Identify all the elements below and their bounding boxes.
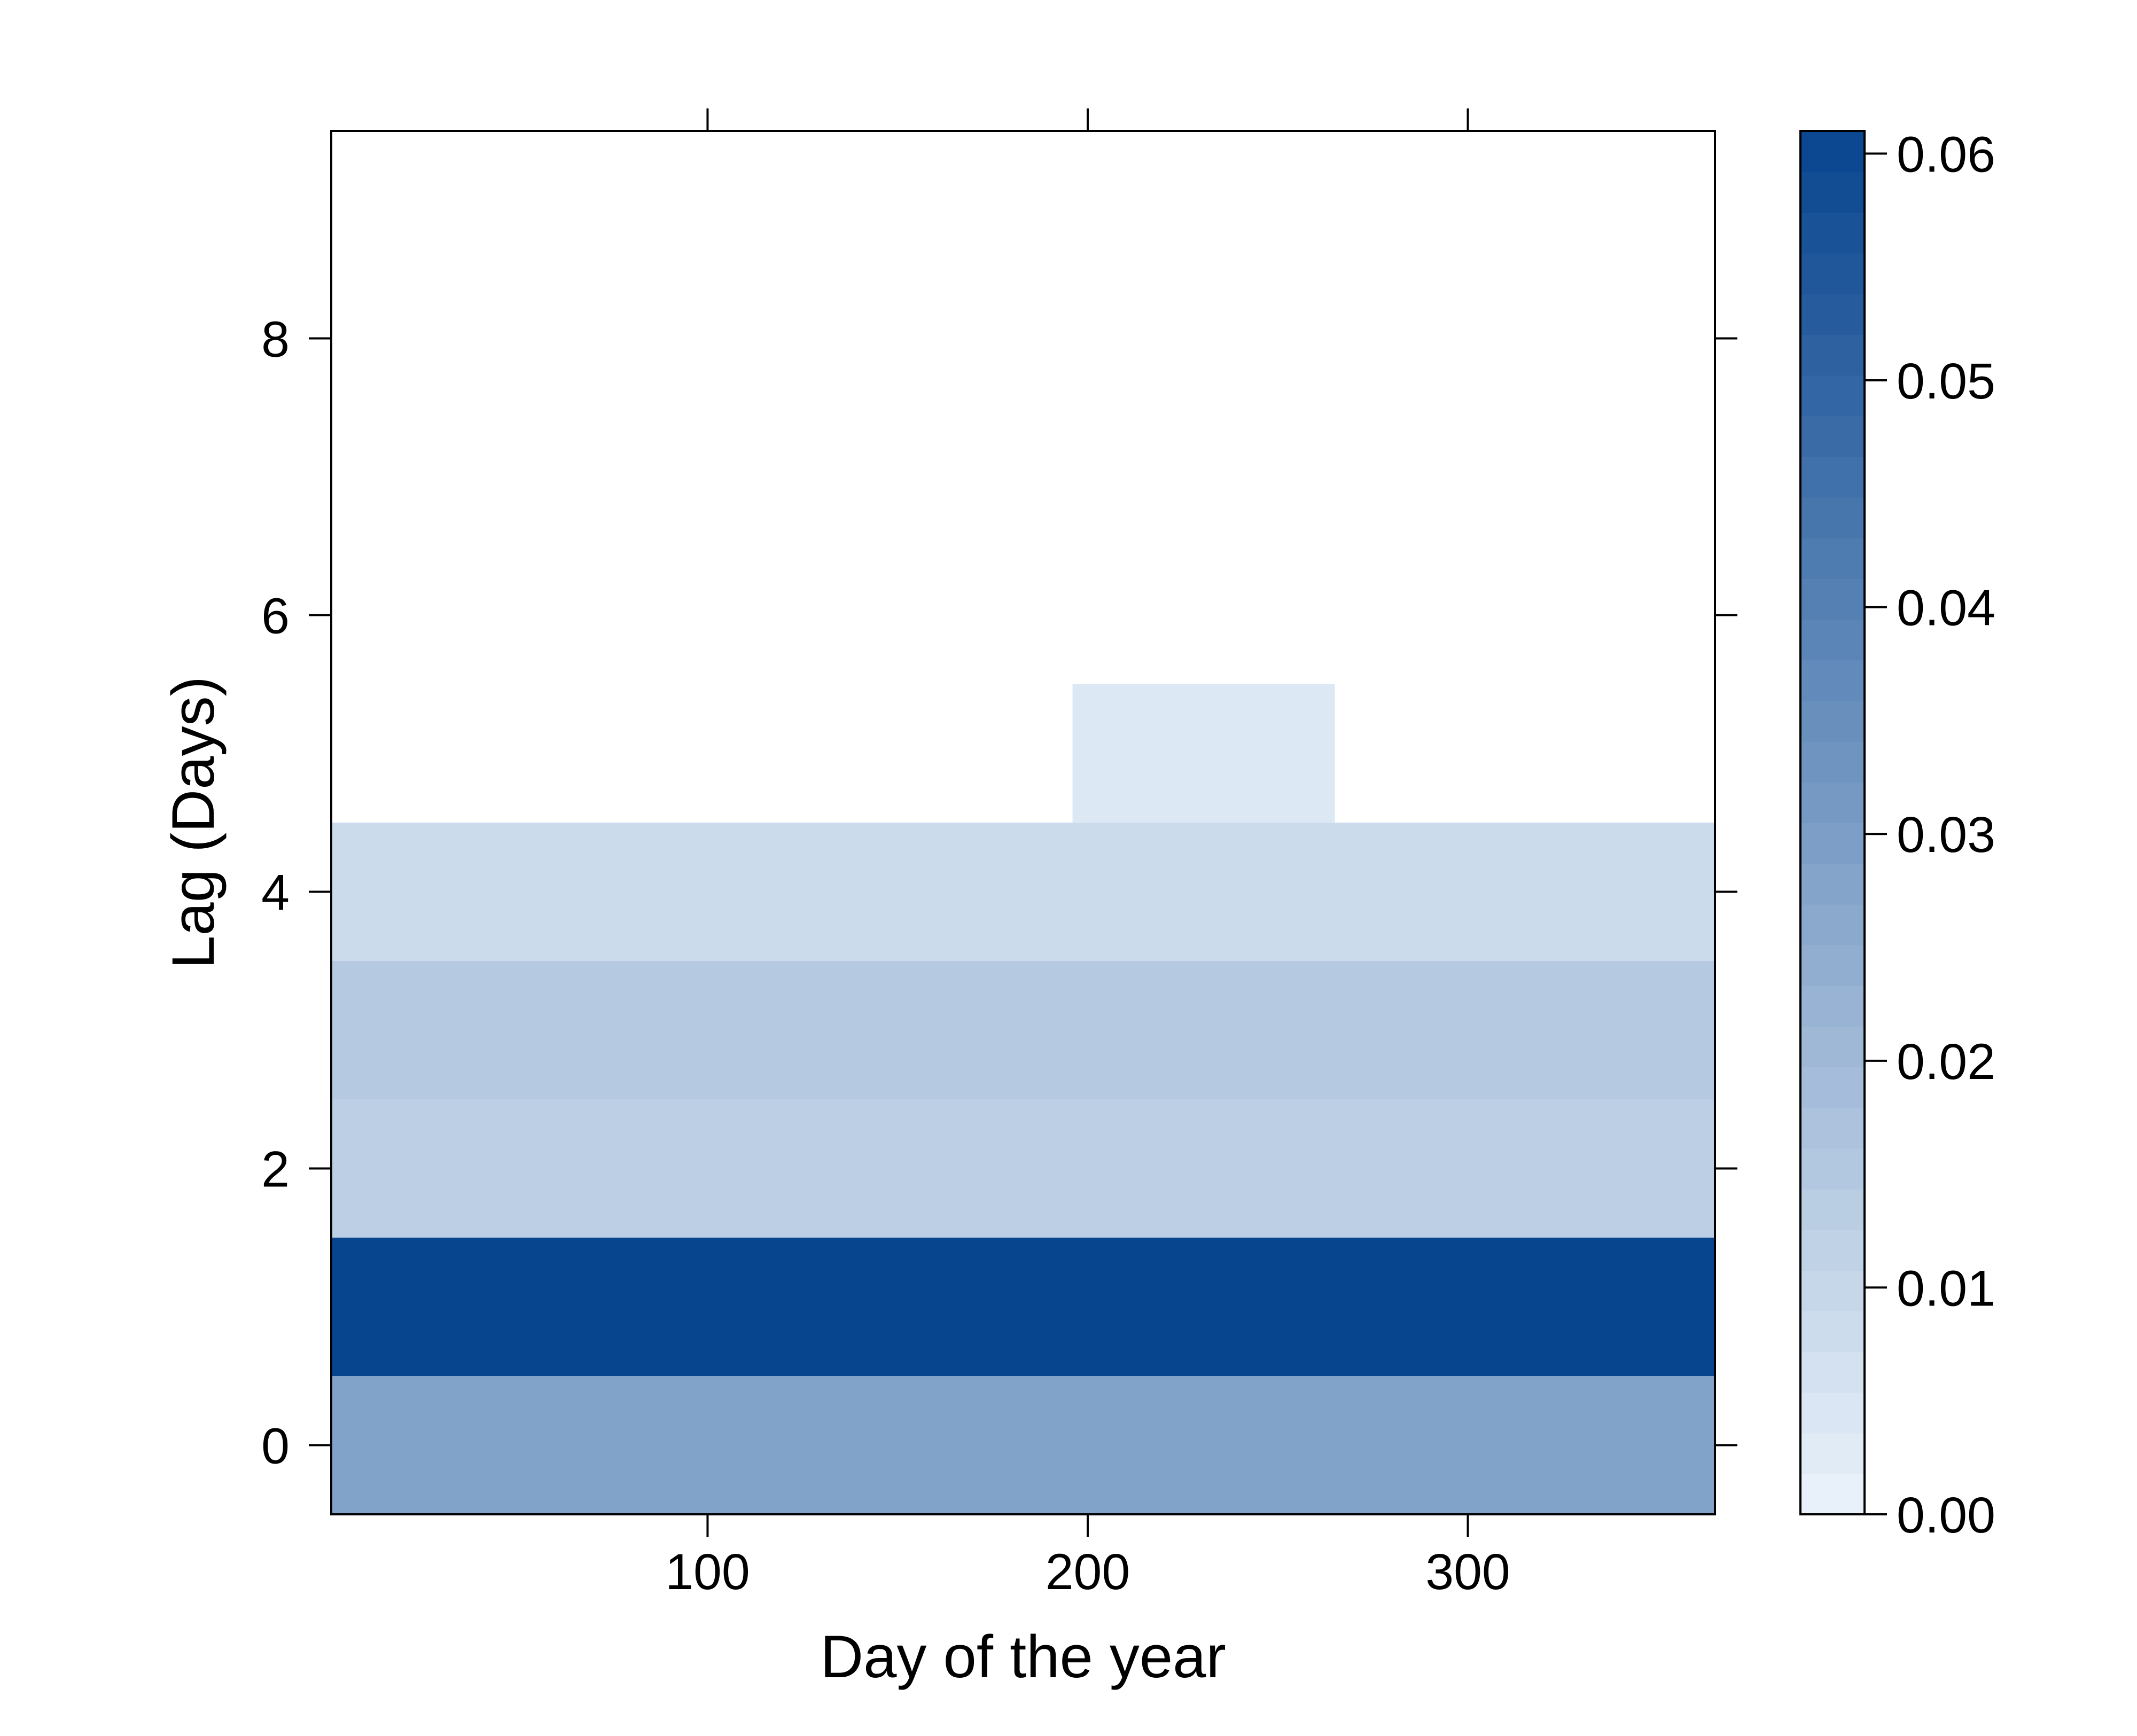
colorbar-band [1800,741,1865,783]
colorbar-band [1800,375,1865,417]
colorbar-band [1800,334,1865,376]
colorbar-band [1800,1351,1865,1393]
colorbar-band [1800,497,1865,538]
x-axis-bottom: 100 200 300 [665,1514,1510,1600]
colorbar-band [1800,416,1865,457]
colorbar-tick-label: 0.02 [1897,1034,1995,1090]
x-axis-title: Day of the year [820,1623,1226,1690]
colorbar-band [1800,1148,1865,1190]
colorbar-band [1800,1067,1865,1108]
colorbar-band [1800,253,1865,294]
colorbar-band [1800,781,1865,823]
colorbar-band [1800,823,1865,864]
colorbar-band [1800,985,1865,1027]
heatmap-cell-lag-5 [1072,684,1335,823]
colorbar-band [1800,293,1865,335]
x-tick-label: 200 [1046,1544,1130,1600]
colorbar-band [1800,944,1865,986]
colorbar-band [1800,171,1865,213]
y-axis-right [1715,337,1737,1446]
y-axis-left: 0 2 4 6 8 [261,311,331,1475]
colorbar-tick-label: 0.05 [1897,353,1995,410]
colorbar-band [1800,660,1865,701]
colorbar-band [1800,1433,1865,1474]
heatmap-cell-lag-1 [331,1238,1715,1376]
colorbar-band [1800,578,1865,620]
colorbar-band [1800,1392,1865,1434]
colorbar-bands [1800,131,1865,1515]
colorbar-frame [1799,130,1866,1515]
plot-panel-frame [330,130,1716,1515]
colorbar-band [1800,1188,1865,1230]
heatmap-cell-lag-3 [331,961,1715,1099]
colorbar-legend: 0.00 0.01 0.02 0.03 0.04 0.05 0.06 [1799,126,1995,1544]
colorbar-band [1800,1311,1865,1352]
colorbar-band [1800,1107,1865,1149]
colorbar-band [1800,456,1865,498]
colorbar-band [1800,212,1865,254]
y-tick-label: 0 [261,1418,290,1475]
x-axis-top [706,108,1469,131]
colorbar-ticks: 0.00 0.01 0.02 0.03 0.04 0.05 0.06 [1865,126,1995,1544]
colorbar-band [1800,904,1865,945]
colorbar-tick-label: 0.04 [1897,580,1995,637]
y-tick-label: 4 [261,865,290,921]
colorbar-band [1800,619,1865,661]
colorbar-tick-label: 0.03 [1897,807,1995,863]
x-tick-label: 100 [665,1544,750,1600]
y-tick-label: 6 [261,588,290,645]
colorbar-band [1800,1229,1865,1271]
x-tick-label: 300 [1425,1544,1510,1600]
colorbar-band [1800,1270,1865,1312]
colorbar-band [1800,131,1865,173]
colorbar-tick-label: 0.00 [1897,1487,1995,1544]
colorbar-band [1800,537,1865,579]
colorbar-band [1800,700,1865,742]
colorbar-band [1800,1026,1865,1068]
heatmap-cell-lag-2 [331,1099,1715,1238]
y-axis-title: Lag (Days) [160,676,227,969]
heatmap-cell-lag-0 [331,1376,1715,1514]
colorbar-band [1800,863,1865,905]
colorbar-band [1800,1473,1865,1515]
y-tick-label: 8 [261,311,290,368]
heatmap-cell-lag-4 [331,823,1715,961]
colorbar-tick-label: 0.06 [1897,126,1995,183]
colorbar-tick-label: 0.01 [1897,1260,1995,1317]
heatmap-cells [331,684,1715,1514]
y-tick-label: 2 [261,1141,290,1198]
